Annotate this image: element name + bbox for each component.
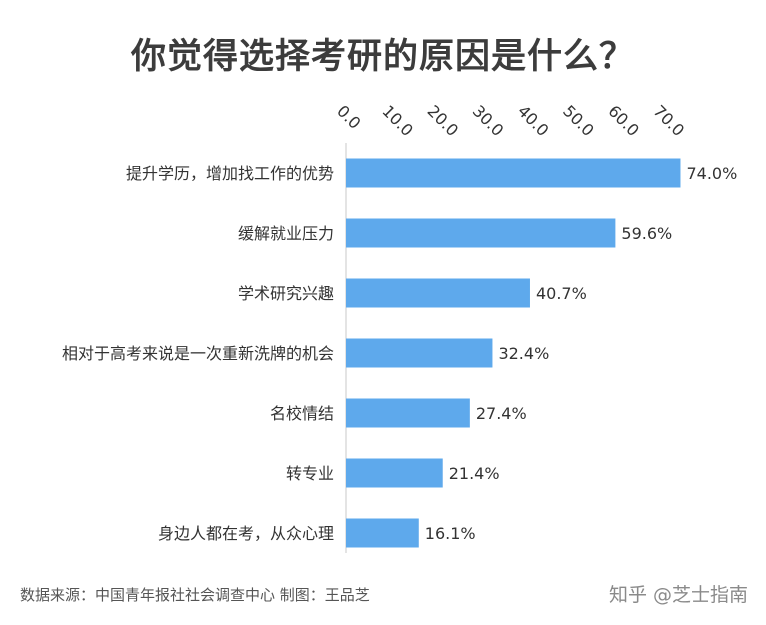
value-label: 74.0% xyxy=(686,164,737,183)
bar xyxy=(346,158,681,188)
category-label: 缓解就业压力 xyxy=(238,224,334,243)
value-label: 21.4% xyxy=(449,464,500,483)
category-label: 学术研究兴趣 xyxy=(238,284,334,303)
value-label: 40.7% xyxy=(536,284,587,303)
x-tick-label: 30.0 xyxy=(469,101,508,140)
bar xyxy=(346,278,530,308)
bar xyxy=(346,518,419,548)
x-tick-label: 50.0 xyxy=(559,101,598,140)
chart-title: 你觉得选择考研的原因是什么？ xyxy=(130,37,635,77)
x-tick-label: 0.0 xyxy=(333,101,364,132)
x-tick-label: 20.0 xyxy=(424,101,463,140)
bars xyxy=(346,158,681,548)
bar xyxy=(346,338,493,368)
bar xyxy=(346,458,443,488)
x-tick-label: 40.0 xyxy=(514,101,553,140)
category-label: 相对于高考来说是一次重新洗牌的机会 xyxy=(62,344,334,363)
watermark: 知乎 @芝士指南 xyxy=(608,584,748,606)
category-label: 转专业 xyxy=(286,464,334,483)
value-label: 27.4% xyxy=(476,404,527,423)
value-label: 59.6% xyxy=(621,224,672,243)
category-label: 身边人都在考，从众心理 xyxy=(158,524,334,543)
x-tick-label: 10.0 xyxy=(378,101,417,140)
bar xyxy=(346,218,616,248)
x-tick-label: 70.0 xyxy=(650,101,689,140)
category-label: 提升学历，增加找工作的优势 xyxy=(126,164,334,183)
value-label: 16.1% xyxy=(425,524,476,543)
value-label: 32.4% xyxy=(498,344,549,363)
x-axis-ticks: 0.0 10.0 20.0 30.0 40.0 50.0 60.0 70.0 xyxy=(333,101,688,140)
category-label: 名校情结 xyxy=(270,404,334,423)
value-labels: 74.0% 59.6% 40.7% 32.4% 27.4% 21.4% 16.1% xyxy=(425,164,738,543)
source-note: 数据来源：中国青年报社社会调查中心 制图：王品芝 xyxy=(20,586,370,604)
x-tick-label: 60.0 xyxy=(604,101,643,140)
bar xyxy=(346,398,470,428)
category-labels: 提升学历，增加找工作的优势缓解就业压力学术研究兴趣相对于高考来说是一次重新洗牌的… xyxy=(62,164,334,543)
